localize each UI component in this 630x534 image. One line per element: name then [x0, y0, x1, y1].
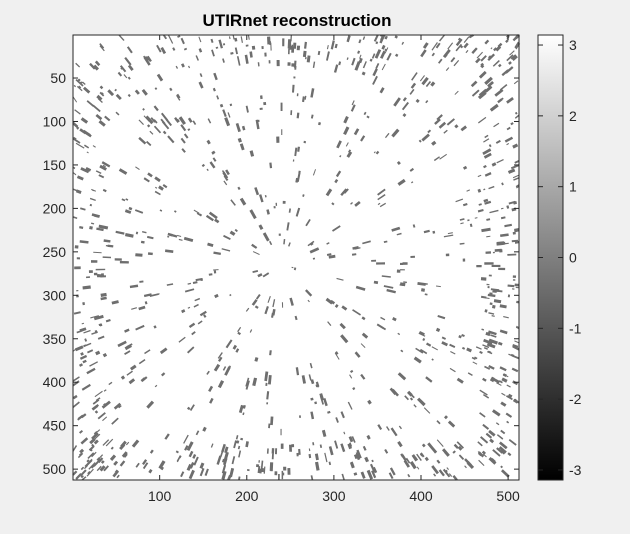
y-tick-label: 400: [43, 374, 67, 390]
y-axis: 50 100 150 200 250 300 350 400 450 500: [43, 70, 519, 477]
colorbar-axis: 3 2 1 0 -1 -2 -3: [538, 37, 582, 478]
x-tick-label: 100: [148, 488, 172, 504]
chart-title: UTIRnet reconstruction: [203, 11, 392, 30]
colorbar-tick-label: 3: [569, 37, 577, 53]
y-tick-label: 350: [43, 331, 67, 347]
y-tick-label: 500: [43, 461, 67, 477]
image-background: [73, 35, 519, 480]
colorbar-tick-label: 0: [569, 250, 577, 266]
colorbar-tick-label: 1: [569, 179, 577, 195]
y-tick-label: 300: [43, 287, 67, 303]
axes-box: [72, 34, 520, 481]
colorbar-tick-label: -2: [569, 391, 582, 407]
colorbar-tick-label: -1: [569, 320, 582, 336]
x-tick-label: 300: [322, 488, 346, 504]
y-tick-label: 150: [43, 157, 67, 173]
y-tick-label: 50: [50, 70, 66, 86]
y-tick-label: 100: [43, 113, 67, 129]
colorbar-tick-label: 2: [569, 108, 577, 124]
x-tick-label: 400: [409, 488, 433, 504]
colorbar-tick-label: -3: [569, 462, 582, 478]
y-tick-label: 450: [43, 418, 67, 434]
y-tick-label: 250: [43, 244, 67, 260]
y-tick-label: 200: [43, 200, 67, 216]
x-tick-label: 200: [235, 488, 259, 504]
x-axis: 100 200 300 400 500: [148, 35, 520, 504]
x-tick-label: 500: [496, 488, 520, 504]
